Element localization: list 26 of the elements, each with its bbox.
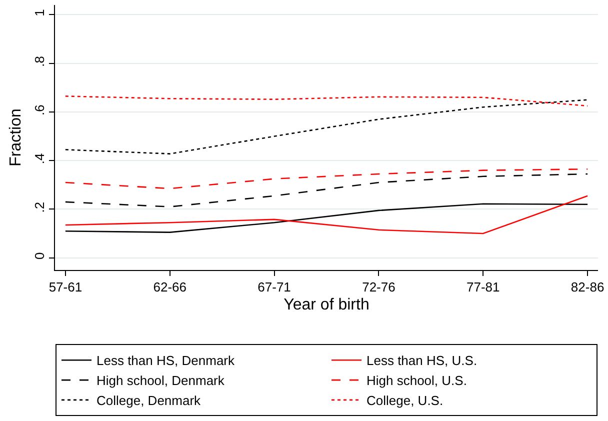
x-tick-label: 57-61: [48, 280, 82, 295]
y-tick-label: .4: [32, 153, 47, 164]
y-tick-label: 1: [32, 9, 47, 16]
x-tick-label: 77-81: [466, 280, 500, 295]
y-tick-label: .6: [32, 104, 47, 116]
legend-label: Less than HS, Denmark: [96, 353, 236, 368]
line-series: [64, 173, 588, 208]
x-tick-label: 62-66: [153, 280, 186, 295]
x-tick-label: 67-71: [258, 280, 291, 295]
x-axis-title: Year of birth: [284, 296, 370, 314]
legend-label: College, Denmark: [96, 393, 202, 408]
line-series: [64, 99, 588, 154]
y-tick-label: 0: [32, 252, 47, 260]
x-tick-label: 72-76: [362, 280, 396, 295]
y-tick-label: .2: [32, 202, 47, 213]
legend-label: High school, U.S.: [366, 373, 467, 388]
x-tick-label: 82-86: [570, 280, 604, 295]
y-axis-title: Fraction: [8, 108, 25, 166]
line-series: [64, 168, 588, 190]
line-series: [64, 195, 588, 234]
line-series: [64, 96, 588, 107]
legend-label: High school, Denmark: [96, 373, 225, 388]
legend-label: Less than HS, U.S.: [366, 353, 478, 368]
line-series: [64, 203, 588, 233]
legend-label: College, U.S.: [366, 393, 444, 408]
y-tick-label: .8: [32, 56, 47, 67]
